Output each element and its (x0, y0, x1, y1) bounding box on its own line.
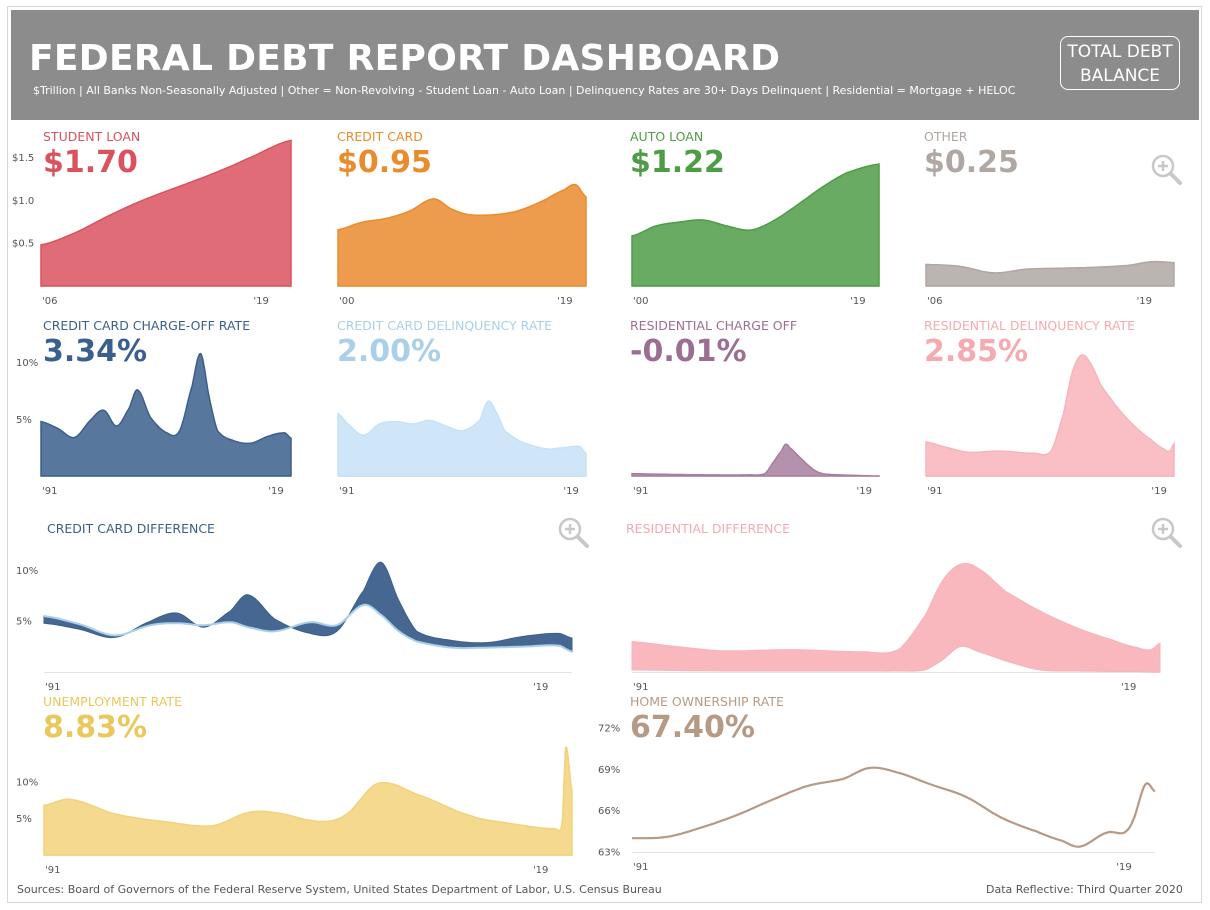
y-tick-label: 5% (16, 415, 32, 426)
series-area (631, 443, 880, 477)
unemployment-title: UNEMPLOYMENT RATE (43, 694, 182, 709)
series-area (925, 260, 1175, 287)
x-tick-label: '91 (633, 486, 648, 497)
x-tick-label: '19 (1121, 682, 1136, 693)
x-tick-label: '00 (339, 296, 354, 307)
x-tick-label: '19 (850, 296, 865, 307)
x-tick-label: '19 (563, 486, 578, 497)
series-line (43, 603, 573, 653)
other-title: OTHER (924, 129, 968, 144)
y-tick-label: 72% (598, 724, 620, 735)
x-tick-label: '19 (1151, 486, 1166, 497)
series-area (337, 400, 587, 477)
page-subtitle: $Trillion | All Banks Non-Seasonally Adj… (33, 84, 1016, 97)
home-ownership-title: HOME OWNERSHIP RATE (630, 694, 784, 709)
x-tick-label: '06 (42, 296, 57, 307)
dashboard-frame (7, 6, 1202, 903)
x-tick-label: '19 (533, 865, 548, 876)
cc-difference-title: CREDIT CARD DIFFERENCE (47, 521, 215, 536)
x-tick-label: '91 (45, 865, 60, 876)
series-area (40, 139, 292, 287)
y-tick-label: 63% (598, 848, 620, 859)
series-area (631, 163, 880, 287)
data-reflective-footer: Data Reflective: Third Quarter 2020 (986, 883, 1183, 896)
series-area (337, 183, 587, 287)
x-tick-label: '19 (533, 682, 548, 693)
total-debt-balance-line1: TOTAL DEBT (1067, 42, 1173, 62)
sources-footer: Sources: Board of Governors of the Feder… (17, 883, 662, 896)
x-tick-label: '19 (856, 486, 871, 497)
x-tick-label: '91 (633, 862, 648, 873)
total-debt-balance-line2: BALANCE (1079, 66, 1161, 86)
y-tick-label: 66% (598, 806, 620, 817)
residential-difference-title: RESIDENTIAL DIFFERENCE (626, 521, 791, 536)
x-tick-label: '91 (633, 682, 648, 693)
x-tick-label: '06 (927, 296, 942, 307)
x-tick-label: '00 (633, 296, 648, 307)
unemployment-value: 8.83% (43, 710, 148, 745)
x-tick-label: '19 (253, 296, 268, 307)
y-tick-label: 10% (16, 566, 38, 577)
zoom-in-icon[interactable] (1149, 152, 1183, 186)
credit-card-title: CREDIT CARD (337, 129, 423, 144)
residential-charge-off-title: RESIDENTIAL CHARGE OFF (630, 318, 798, 333)
auto-loan-value: $1.22 (630, 145, 725, 180)
dashboard-header: FEDERAL DEBT REPORT DASHBOARD $Trillion … (11, 10, 1199, 120)
cc-charge-off-value: 3.34% (43, 334, 148, 369)
page-title: FEDERAL DEBT REPORT DASHBOARD (29, 38, 781, 79)
series-area (925, 354, 1175, 477)
other-value: $0.25 (924, 145, 1019, 180)
y-tick-label: 5% (16, 617, 32, 628)
y-tick-label: $1.5 (12, 153, 34, 164)
zoom-in-icon[interactable] (556, 515, 590, 549)
zoom-in-icon[interactable] (1149, 515, 1183, 549)
y-tick-label: $0.5 (12, 239, 34, 250)
series-area (40, 352, 292, 477)
auto-loan-title: AUTO LOAN (630, 129, 704, 144)
x-tick-label: '91 (45, 682, 60, 693)
x-tick-label: '19 (268, 486, 283, 497)
y-tick-label: 10% (16, 358, 38, 369)
student-loan-value: $1.70 (43, 145, 138, 180)
y-tick-label: 69% (598, 765, 620, 776)
x-tick-label: '19 (557, 296, 572, 307)
x-tick-label: '91 (927, 486, 942, 497)
cc-delinquency-title: CREDIT CARD DELINQUENCY RATE (337, 318, 552, 333)
series-line (632, 766, 1156, 848)
x-tick-label: '91 (339, 486, 354, 497)
residential-charge-off-value: -0.01% (630, 334, 747, 369)
y-tick-label: 5% (16, 814, 32, 825)
residential-delinquency-title: RESIDENTIAL DELINQUENCY RATE (924, 318, 1136, 333)
student-loan-title: STUDENT LOAN (43, 129, 141, 144)
cc-charge-off-title: CREDIT CARD CHARGE-OFF RATE (43, 318, 251, 333)
cc-delinquency-value: 2.00% (337, 334, 442, 369)
total-debt-balance-button[interactable]: TOTAL DEBT BALANCE (1060, 36, 1180, 90)
x-tick-label: '19 (1137, 296, 1152, 307)
x-tick-label: '19 (1116, 862, 1131, 873)
home-ownership-value: 67.40% (630, 710, 755, 745)
series-band (631, 562, 1161, 673)
residential-delinquency-value: 2.85% (924, 334, 1029, 369)
series-area (43, 746, 573, 856)
x-tick-label: '91 (42, 486, 57, 497)
y-tick-label: 10% (16, 777, 38, 788)
y-tick-label: $1.0 (12, 196, 34, 207)
credit-card-value: $0.95 (337, 145, 432, 180)
